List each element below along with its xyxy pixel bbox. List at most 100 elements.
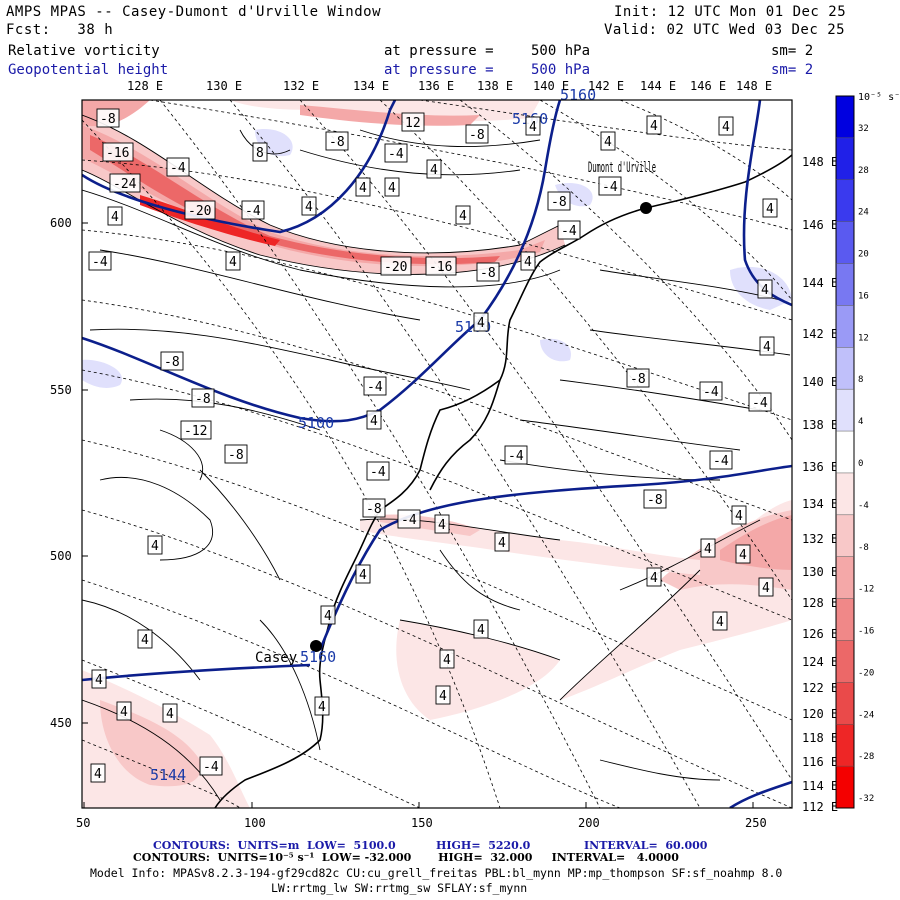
left-axis-label: 550 (50, 383, 72, 397)
colorbar-swatch (836, 472, 854, 515)
vort-label: 4 (435, 685, 451, 705)
vort-label-text: -8 (647, 493, 663, 508)
colorbar-label: 4 (858, 417, 863, 427)
vort-label-box (90, 763, 106, 783)
vort-label-box (473, 619, 489, 639)
colorbar-swatch (836, 514, 854, 557)
colorbar-swatch (836, 724, 854, 767)
top-lon-label: 144 E (640, 79, 676, 93)
vort-label-box (191, 388, 215, 408)
vort-label: -4 (699, 381, 723, 401)
vort-label-box (758, 577, 774, 597)
vort-label-box (557, 220, 581, 240)
vort-label-text: 4 (704, 542, 712, 557)
vort-label: 4 (225, 251, 241, 271)
vort-label-box (757, 279, 773, 299)
left-axis-labels: 600 550 500 450 (50, 216, 88, 730)
height-label: 5160 (300, 648, 336, 666)
vort-label-text: -4 (713, 454, 729, 469)
vort-label-box (162, 703, 178, 723)
vort-label: -24 (109, 173, 141, 193)
vort-label-text: -8 (228, 448, 244, 463)
right-lon-label: 136 E (802, 460, 838, 474)
vort-label-text: 4 (650, 119, 658, 134)
vort-label-text: 4 (498, 536, 506, 551)
vort-label: 4 (520, 251, 536, 271)
vort-label-box (401, 112, 425, 132)
right-lon-label: 118 E (802, 731, 838, 745)
left-axis-label: 600 (50, 216, 72, 230)
vort-label-box (759, 336, 775, 356)
vort-label-text: 8 (256, 146, 264, 161)
vort-label: -16 (102, 142, 134, 162)
vort-label-box (712, 611, 728, 631)
vort-label-box (301, 196, 317, 216)
vort-label-text: -4 (508, 449, 524, 464)
vort-label-text: 4 (166, 707, 174, 722)
colorbar-swatch (836, 431, 854, 473)
colorbar-swatch (836, 556, 854, 599)
vort-label-box (748, 392, 772, 412)
vort-label: 4 (600, 131, 616, 151)
vort-label: -4 (88, 251, 112, 271)
right-lon-label: 124 E (802, 655, 838, 669)
right-lon-label: 146 E (802, 218, 838, 232)
right-lon-label: 132 E (802, 532, 838, 546)
vort-label-text: 4 (735, 509, 743, 524)
top-lon-label: 140 E (533, 79, 569, 93)
top-lon-label: 128 E (127, 79, 163, 93)
vort-label-box (363, 376, 387, 396)
field-pressure-label-vorticity: at pressure = (384, 43, 494, 59)
top-lon-label: 136 E (418, 79, 454, 93)
vort-label: -8 (160, 351, 184, 371)
right-lon-label: 142 E (802, 327, 838, 341)
vort-label-text: -4 (752, 396, 768, 411)
vort-label-text: -4 (92, 255, 108, 270)
vort-label: -4 (397, 509, 421, 529)
vort-label-text: -4 (203, 760, 219, 775)
vort-label: 4 (314, 696, 330, 716)
vort-label-text: 4 (120, 705, 128, 720)
right-lon-label: 112 E (802, 800, 838, 814)
dumont-durville-marker (640, 202, 652, 214)
vort-label-box (362, 498, 386, 518)
vort-label-box (88, 251, 112, 271)
vort-label-text: 4 (151, 539, 159, 554)
graticule (82, 100, 792, 808)
vort-label-text: -8 (329, 135, 345, 150)
vort-label-box (96, 108, 120, 128)
vort-label: -8 (547, 191, 571, 211)
top-lon-label: 134 E (353, 79, 389, 93)
vort-label: 4 (90, 763, 106, 783)
vort-label: -8 (476, 262, 500, 282)
right-lon-label: 128 E (802, 596, 838, 610)
right-lon-label: 120 E (802, 707, 838, 721)
vort-label: -8 (191, 388, 215, 408)
vort-label-box (718, 116, 734, 136)
vort-label: 4 (646, 567, 662, 587)
vort-label: -8 (362, 498, 386, 518)
vort-label: 4 (116, 701, 132, 721)
vort-label-text: 4 (359, 181, 367, 196)
vort-label-text: -24 (113, 177, 137, 192)
bottom-axis-label: 150 (411, 816, 433, 830)
vort-label-text: 4 (443, 653, 451, 668)
vort-label-box (435, 685, 451, 705)
vort-label-box (252, 142, 268, 162)
vort-label-text: -20 (384, 260, 407, 275)
vort-label: -8 (325, 131, 349, 151)
vort-label: 4 (735, 544, 751, 564)
vort-label-box (643, 489, 667, 509)
vort-label-text: -8 (100, 112, 116, 127)
vort-label: 8 (252, 142, 268, 162)
vort-label-box (166, 157, 190, 177)
vort-label-text: 4 (477, 316, 485, 331)
colorbar-label: 12 (858, 333, 869, 343)
vort-label-text: 4 (650, 571, 658, 586)
vort-label: 4 (759, 336, 775, 356)
vort-label: -4 (241, 200, 265, 220)
vort-label-box (91, 669, 107, 689)
vort-label-box (425, 256, 457, 276)
colorbar-swatch (836, 305, 854, 348)
vort-label: -16 (425, 256, 457, 276)
